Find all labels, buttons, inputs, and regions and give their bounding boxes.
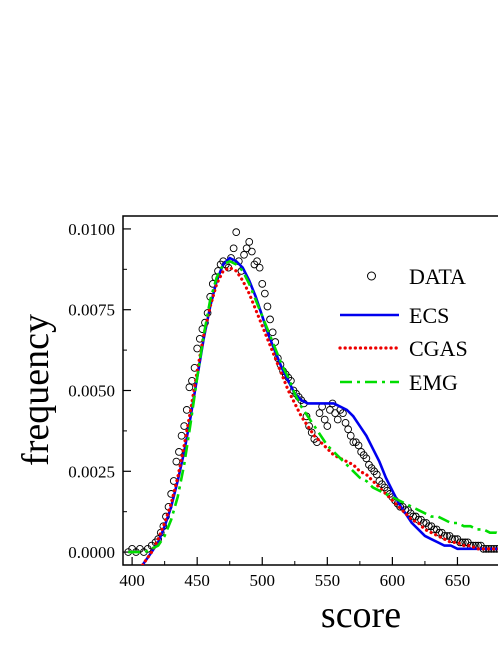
data-point bbox=[341, 418, 350, 427]
data-point bbox=[172, 457, 181, 466]
data-point bbox=[307, 428, 316, 437]
data-point bbox=[229, 244, 238, 253]
data-point bbox=[268, 328, 277, 337]
data-point bbox=[247, 247, 256, 256]
data-point bbox=[185, 383, 194, 392]
data-point bbox=[354, 441, 363, 450]
data-point bbox=[448, 535, 457, 543]
data-point bbox=[372, 470, 381, 479]
data-point bbox=[263, 302, 272, 311]
data-point bbox=[346, 431, 355, 440]
data-point bbox=[258, 280, 267, 288]
y-tick-label: 0.0075 bbox=[68, 301, 115, 320]
y-axis-title: frequency bbox=[15, 314, 57, 466]
x-tick-label: 500 bbox=[249, 571, 275, 590]
data-point bbox=[260, 289, 269, 298]
x-axis-title: score bbox=[321, 594, 401, 636]
x-tick-label: 550 bbox=[315, 571, 341, 590]
data-point bbox=[240, 250, 248, 259]
data-point bbox=[315, 409, 324, 417]
legend-label-data: DATA bbox=[409, 264, 466, 289]
legend-label-ecs: ECS bbox=[409, 303, 449, 328]
plot-series bbox=[124, 228, 498, 565]
data-point bbox=[245, 238, 254, 246]
y-tick-label: 0.0000 bbox=[68, 543, 115, 562]
data-point bbox=[456, 538, 464, 547]
legend: DATA ECS CGAS EMG bbox=[338, 264, 468, 395]
x-tick-label: 400 bbox=[119, 571, 145, 590]
data-point bbox=[255, 263, 264, 272]
data-point bbox=[320, 415, 329, 424]
y-tick-label: 0.0025 bbox=[68, 462, 115, 481]
x-tick-label: 600 bbox=[380, 571, 406, 590]
data-point bbox=[323, 422, 332, 430]
legend-marker-data bbox=[367, 271, 376, 281]
data-point bbox=[177, 431, 186, 440]
data-point bbox=[333, 415, 342, 424]
data-point bbox=[362, 454, 371, 463]
y-tick-label: 0.0050 bbox=[68, 382, 115, 401]
x-tick-label: 450 bbox=[184, 571, 210, 590]
series-line-emg bbox=[128, 259, 498, 554]
x-tick-label: 650 bbox=[445, 571, 471, 590]
data-point bbox=[344, 425, 352, 434]
data-point bbox=[339, 409, 347, 417]
data-point bbox=[253, 257, 261, 266]
data-point bbox=[305, 422, 313, 430]
data-point bbox=[232, 228, 241, 237]
data-point bbox=[266, 315, 274, 324]
legend-label-emg: EMG bbox=[409, 370, 458, 395]
legend-label-cgas: CGAS bbox=[409, 336, 468, 361]
y-tick-label: 0.0100 bbox=[68, 220, 115, 239]
